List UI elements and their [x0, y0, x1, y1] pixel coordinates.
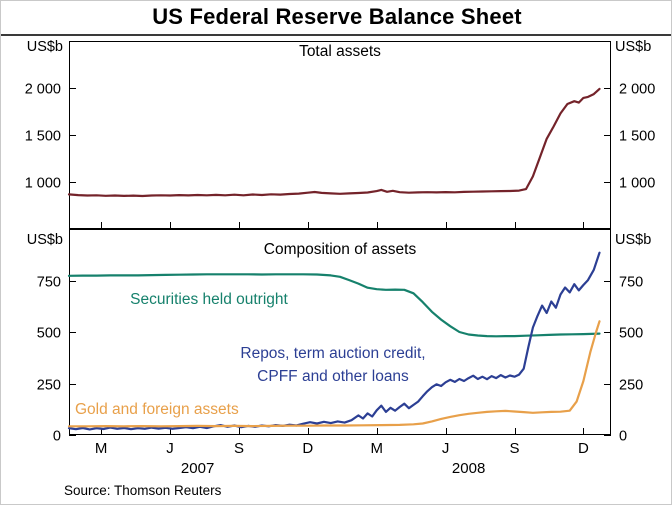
- x-tick-label: S: [510, 440, 520, 457]
- y-tick-label-left: 0: [53, 429, 61, 445]
- y-tick-label-right: 1 500: [619, 129, 655, 145]
- title-divider: [1, 34, 671, 36]
- x-tick-label: D: [578, 440, 589, 457]
- gold-series-label: Gold and foreign assets: [75, 401, 239, 418]
- chart-title: US Federal Reserve Balance Sheet: [152, 4, 522, 29]
- securities-series-label: Securities held outright: [130, 291, 288, 308]
- year-label: 2008: [452, 460, 485, 477]
- y-tick-label-right: 750: [619, 275, 643, 291]
- y-tick-label-right: 250: [619, 378, 643, 394]
- y-tick-label-left: 1 500: [25, 129, 61, 145]
- x-tick-label: J: [442, 440, 450, 457]
- bottom-panel-title: Composition of assets: [263, 241, 417, 258]
- y-tick-label-right: 2 000: [619, 82, 655, 98]
- series-line-gold-foreign-assets: [67, 320, 601, 428]
- x-tick-label: J: [166, 440, 174, 457]
- panel-frame: [69, 41, 611, 229]
- unit-label-top-right: US$b: [615, 39, 652, 55]
- top-panel-title: Total assets: [299, 43, 381, 60]
- x-tick-label: S: [234, 440, 244, 457]
- x-tick-label: M: [95, 440, 108, 457]
- x-tick-label: M: [370, 440, 383, 457]
- year-label: 2007: [181, 460, 214, 477]
- y-tick-label-right: 500: [619, 326, 643, 342]
- series-line-repos-term-auction-cpff: [67, 251, 601, 431]
- y-tick-label-right: 1 000: [619, 176, 655, 192]
- series-line-securities-held-outright: [67, 273, 601, 338]
- y-tick-label-left: 750: [37, 275, 61, 291]
- unit-label-top-left: US$b: [26, 39, 63, 55]
- source-note: Source: Thomson Reuters: [64, 483, 222, 498]
- x-tick-label: D: [302, 440, 313, 457]
- y-tick-label-left: 500: [37, 326, 61, 342]
- unit-label-bottom-right: US$b: [615, 232, 652, 248]
- repos-series-label-line1: Repos, term auction credit,: [240, 345, 426, 362]
- series-line-total-assets: [67, 87, 601, 198]
- y-tick-label-left: 1 000: [25, 176, 61, 192]
- y-tick-label-left: 2 000: [25, 82, 61, 98]
- unit-label-bottom-left: US$b: [26, 232, 63, 248]
- y-tick-label-left: 250: [37, 378, 61, 394]
- repos-series-label: Repos, term auction credit, CPFF and oth…: [184, 342, 482, 388]
- y-tick-label-right: 0: [619, 429, 627, 445]
- repos-series-label-line2: CPFF and other loans: [257, 368, 409, 385]
